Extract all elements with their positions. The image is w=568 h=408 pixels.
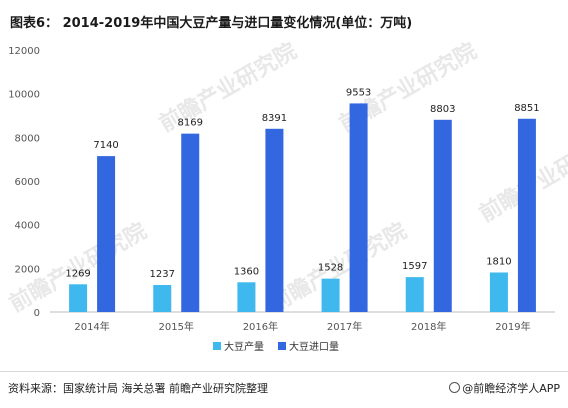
data-label: 1810 — [486, 256, 511, 267]
brand-text: @前瞻经济学人APP — [462, 382, 560, 395]
bars: 1269 7140 1237 8169 1360 8391 1528 9553 1597 8803… — [65, 87, 540, 312]
legend-label: 大豆进口量 — [289, 340, 339, 353]
brand-credit: @前瞻经济学人APP — [449, 380, 560, 396]
data-label: 8803 — [430, 104, 455, 115]
data-label: 7140 — [93, 140, 118, 151]
y-tick-label: 4000 — [15, 221, 40, 232]
data-label: 8851 — [514, 103, 539, 114]
data-label: 1528 — [318, 263, 343, 274]
brand-icon — [449, 382, 461, 393]
bar-production — [321, 278, 340, 312]
chart-title: 图表6： 2014-2019年中国大豆产量与进口量变化情况(单位：万吨) — [10, 16, 413, 31]
x-tick-label: 2017年 — [327, 320, 362, 333]
x-tick-label: 2014年 — [74, 320, 109, 333]
data-label: 1269 — [65, 268, 90, 279]
x-tick-label: 2019年 — [495, 320, 530, 333]
bar-production — [405, 277, 424, 312]
x-tick-label: 2016年 — [243, 320, 278, 333]
bar-import — [181, 133, 200, 312]
data-label: 9553 — [346, 87, 371, 98]
bar-production — [489, 272, 508, 312]
y-axis: 0 2000 4000 6000 8000 10000 12000 — [8, 46, 555, 319]
legend: 大豆产量 大豆进口量 — [213, 340, 339, 353]
bar-import — [517, 118, 536, 312]
y-tick-label: 2000 — [15, 264, 40, 275]
legend-swatch — [278, 342, 286, 350]
y-tick-label: 8000 — [15, 133, 40, 144]
y-tick-label: 10000 — [8, 90, 40, 101]
y-tick-label: 0 — [34, 308, 40, 319]
bar-production — [69, 284, 88, 312]
y-tick-label: 12000 — [8, 46, 40, 57]
source-note: 资料来源：国家统计局 海关总署 前瞻产业研究院整理 — [8, 382, 268, 395]
bar-chart: 0 2000 4000 6000 8000 10000 12000 1269 7140 1237… — [8, 46, 555, 353]
bar-production — [237, 282, 256, 312]
x-tick-label: 2015年 — [159, 320, 194, 333]
x-axis: 2014年 2015年 2016年 2017年 2018年 2019年 — [74, 320, 530, 333]
bar-production — [153, 284, 172, 312]
bar-import — [349, 103, 368, 312]
data-label: 8391 — [262, 113, 287, 124]
data-label: 1237 — [150, 269, 175, 280]
legend-label: 大豆产量 — [224, 340, 264, 353]
legend-swatch — [213, 342, 221, 350]
y-tick-label: 6000 — [15, 177, 40, 188]
x-tick-label: 2018年 — [411, 320, 446, 333]
data-label: 1597 — [402, 261, 427, 272]
bar-import — [97, 156, 116, 312]
data-label: 1360 — [234, 266, 259, 277]
data-label: 8169 — [178, 118, 203, 129]
bar-import — [433, 119, 452, 312]
bar-import — [265, 128, 284, 312]
footer-divider — [0, 371, 568, 372]
